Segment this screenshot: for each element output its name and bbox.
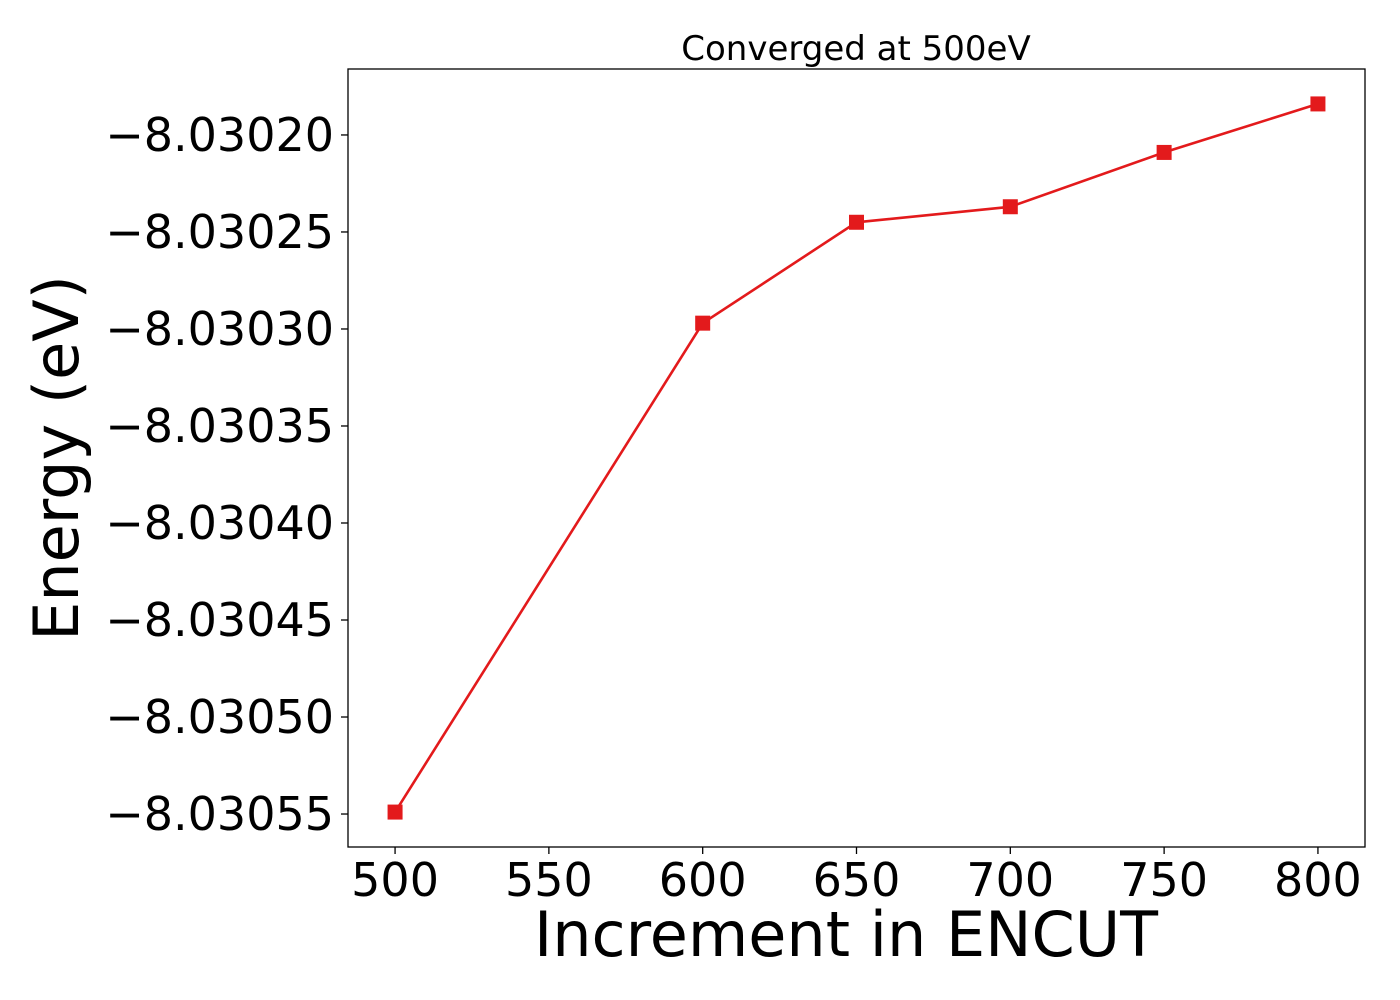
x-axis-title: Increment in ENCUT bbox=[534, 898, 1159, 971]
x-axis: 500 550 600 650 700 750 800 bbox=[351, 847, 1362, 907]
y-tick-label: −8.03055 bbox=[105, 787, 334, 841]
y-tick-label: −8.03035 bbox=[105, 399, 334, 453]
x-tick-label: 650 bbox=[813, 853, 901, 907]
plot-area bbox=[347, 68, 1366, 848]
x-tick-label: 750 bbox=[1120, 853, 1208, 907]
data-point-marker bbox=[849, 214, 864, 230]
x-tick-label: 500 bbox=[351, 853, 439, 907]
y-tick-label: −8.03040 bbox=[105, 496, 334, 550]
x-tick-label: 700 bbox=[966, 853, 1054, 907]
y-axis-title: Energy (eV) bbox=[20, 275, 93, 641]
y-tick-label: −8.03050 bbox=[105, 690, 334, 744]
data-point-marker bbox=[695, 315, 711, 331]
y-tick-label: −8.03020 bbox=[105, 108, 334, 162]
x-tick-label: 550 bbox=[505, 853, 593, 907]
x-tick-label: 800 bbox=[1274, 853, 1362, 907]
y-tick-label: −8.03045 bbox=[105, 593, 334, 647]
data-point-marker bbox=[1156, 144, 1172, 160]
series-line bbox=[393, 102, 1319, 813]
data-point-marker bbox=[1310, 96, 1326, 112]
series-layer bbox=[387, 96, 1326, 820]
y-tick-label: −8.03030 bbox=[105, 302, 334, 356]
chart-title: Converged at 500eV bbox=[681, 29, 1030, 69]
data-point-marker bbox=[1002, 199, 1018, 215]
data-point-marker bbox=[387, 804, 403, 820]
y-axis: −8.03055 −8.03050 −8.03045 −8.03040 −8.03035… bbox=[105, 108, 348, 841]
x-tick-label: 600 bbox=[659, 853, 747, 907]
y-tick-label: −8.03025 bbox=[105, 205, 334, 259]
